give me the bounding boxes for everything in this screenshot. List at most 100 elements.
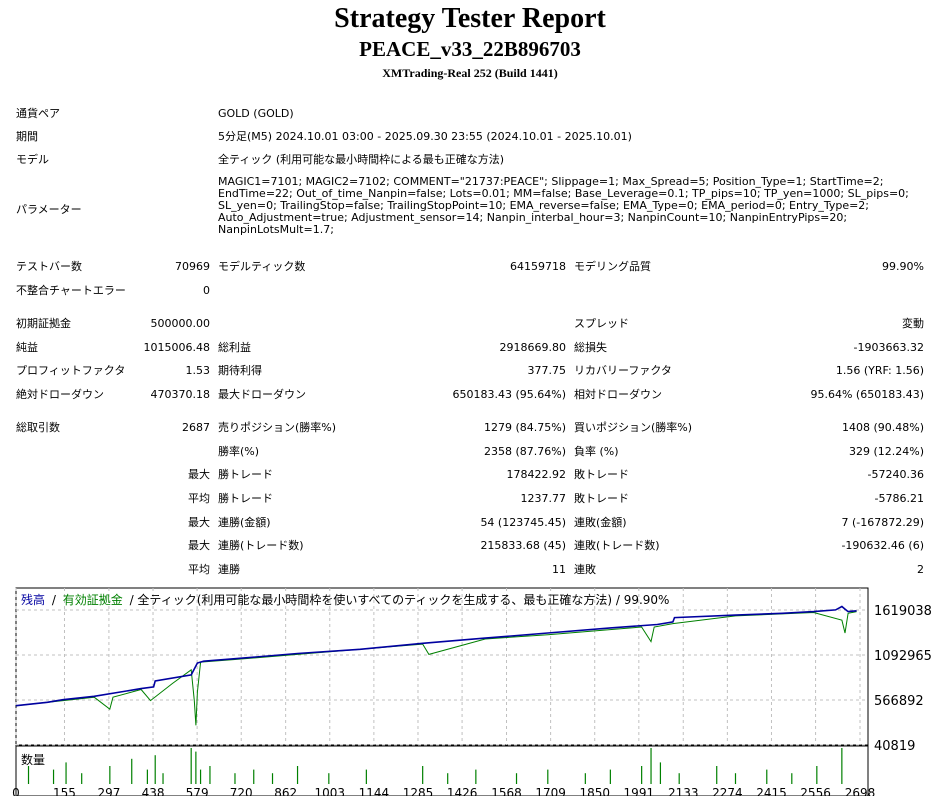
chart-frame (15, 587, 869, 746)
average-prefix: 平均 (188, 492, 210, 505)
bars-label: テストバー数 (16, 260, 82, 273)
largest-win-label: 勝トレード (218, 468, 273, 481)
chart-legend: 残高 / 有効証拠金 / 全ティック(利用可能な最小時間枠を使いすべてのティック… (21, 592, 669, 607)
ea-name: PEACE_v33_22B896703 (359, 37, 581, 61)
x-tick-label: 2415 (756, 786, 787, 796)
x-tick-label: 1144 (359, 786, 390, 796)
win-rate-value: 2358 (87.76%) (483, 445, 566, 458)
average-win-label: 勝トレード (218, 492, 273, 505)
x-tick-label: 1709 (535, 786, 566, 796)
x-tick-label: 2698 (845, 786, 876, 796)
spread-value: 変動 (902, 317, 924, 330)
max-consec-wins-value: 54 (123745.45) (480, 516, 566, 529)
average-loss-label: 敗トレード (574, 492, 629, 505)
max-drawdown-value: 650183.43 (95.64%) (452, 388, 566, 401)
gross-profit-label: 総利益 (218, 341, 251, 354)
max-prefix-2: 最大 (188, 516, 210, 529)
ticks-value: 64159718 (510, 260, 566, 273)
model-label: モデル (16, 153, 49, 166)
x-tick-label: 1285 (403, 786, 434, 796)
max-consec-loss-value: -190632.46 (6) (841, 539, 924, 552)
loss-rate-label: 負率 (%) (574, 445, 619, 458)
period-label: 期間 (16, 130, 38, 143)
average-win-value: 1237.77 (520, 492, 567, 505)
x-tick-label: 1850 (579, 786, 610, 796)
max-consec-profit-label: 連勝(トレード数) (218, 539, 304, 552)
gross-profit-value: 2918669.80 (499, 341, 566, 354)
absolute-drawdown-label: 絶対ドローダウン (16, 388, 104, 401)
max-consec-loss-label: 連敗(トレード数) (574, 539, 660, 552)
largest-loss-label: 敗トレード (574, 468, 629, 481)
short-positions-value: 1279 (84.75%) (483, 421, 566, 434)
recovery-factor-value: 1.56 (YRF: 1.56) (835, 364, 924, 377)
net-profit-label: 純益 (16, 341, 38, 354)
win-rate-label: 勝率(%) (218, 445, 260, 458)
report-title: Strategy Tester Report (334, 3, 606, 34)
x-tick-label: 579 (186, 786, 209, 796)
absolute-drawdown-value: 470370.18 (150, 388, 211, 401)
legend-balance: 残高 (21, 592, 45, 607)
total-trades-label: 総取引数 (16, 421, 60, 434)
max-consec-wins-label: 連勝(金額) (218, 516, 271, 529)
average-loss-value: -5786.21 (874, 492, 924, 505)
x-tick-label: 1003 (314, 786, 345, 796)
profit-factor-value: 1.53 (185, 364, 211, 377)
x-tick-label: 1426 (447, 786, 478, 796)
largest-win-value: 178422.92 (506, 468, 567, 481)
average-prefix-2: 平均 (188, 563, 210, 576)
long-positions-value: 1408 (90.48%) (841, 421, 924, 434)
bars-value: 70969 (175, 260, 210, 273)
long-positions-label: 買いポジション(勝率%) (574, 421, 693, 434)
max-consec-losses-label: 連敗(金額) (574, 516, 627, 529)
max-prefix-3: 最大 (188, 539, 210, 552)
avg-consec-losses-value: 2 (917, 563, 924, 576)
recovery-factor-label: リカバリーファクタ (574, 364, 672, 377)
legend-equity: 有効証拠金 (63, 592, 123, 607)
y-tick-label: 40819 (874, 739, 915, 754)
parameters-label: パラメーター (16, 203, 82, 216)
x-tick-label: 2133 (668, 786, 699, 796)
max-drawdown-label: 最大ドローダウン (218, 388, 306, 401)
x-tick-label: 1991 (624, 786, 655, 796)
avg-consec-losses-label: 連敗 (574, 563, 596, 576)
legend-separator: / (52, 593, 57, 607)
quality-value: 99.90% (882, 260, 924, 273)
spread-label: スプレッド (574, 317, 629, 330)
y-tick-label: 566892 (874, 694, 924, 709)
x-tick-label: 1568 (491, 786, 522, 796)
errors-value: 0 (203, 284, 210, 297)
total-trades-value: 2687 (182, 421, 210, 434)
x-tick-label: 155 (53, 786, 76, 796)
x-tick-label: 2274 (712, 786, 743, 796)
volume-label: 数量 (21, 752, 45, 767)
deposit-label: 初期証拠金 (16, 317, 71, 330)
period-value: 5分足(M5) 2024.10.01 03:00 - 2025.09.30 23… (218, 130, 632, 143)
balance-line (15, 605, 857, 707)
y-tick-label: 1619038 (874, 604, 932, 619)
avg-consec-wins-label: 連勝 (218, 563, 240, 576)
gross-loss-value: -1903663.32 (853, 341, 924, 354)
max-consec-losses-value: 7 (-167872.29) (841, 516, 924, 529)
relative-drawdown-label: 相対ドローダウン (574, 388, 662, 401)
symbol-value: GOLD (GOLD) (218, 107, 294, 120)
expected-payoff-value: 377.75 (527, 364, 567, 377)
symbol-label: 通貨ペア (16, 107, 60, 120)
expected-payoff-label: 期待利得 (218, 364, 262, 377)
x-tick-label: 0 (12, 786, 20, 796)
x-tick-label: 438 (142, 786, 165, 796)
x-tick-label: 297 (97, 786, 120, 796)
largest-loss-value: -57240.36 (867, 468, 924, 481)
gross-loss-label: 総損失 (574, 341, 607, 354)
x-tick-label: 720 (230, 786, 253, 796)
relative-drawdown-value: 95.64% (650183.43) (810, 388, 924, 401)
legend-rest: / 全ティック(利用可能な最小時間枠を使いすべてのティックを生成する、最も正確な… (130, 592, 670, 607)
errors-label: 不整合チャートエラー (16, 284, 126, 297)
largest-prefix: 最大 (188, 468, 210, 481)
x-tick-label: 2556 (800, 786, 831, 796)
parameters-value: MAGIC1=7101; MAGIC2=7102; COMMENT="21737… (218, 175, 909, 236)
profit-factor-label: プロフィットファクタ (16, 364, 126, 377)
avg-consec-wins-value: 11 (552, 563, 566, 576)
volume-frame (15, 745, 869, 796)
x-tick-label: 862 (274, 786, 297, 796)
